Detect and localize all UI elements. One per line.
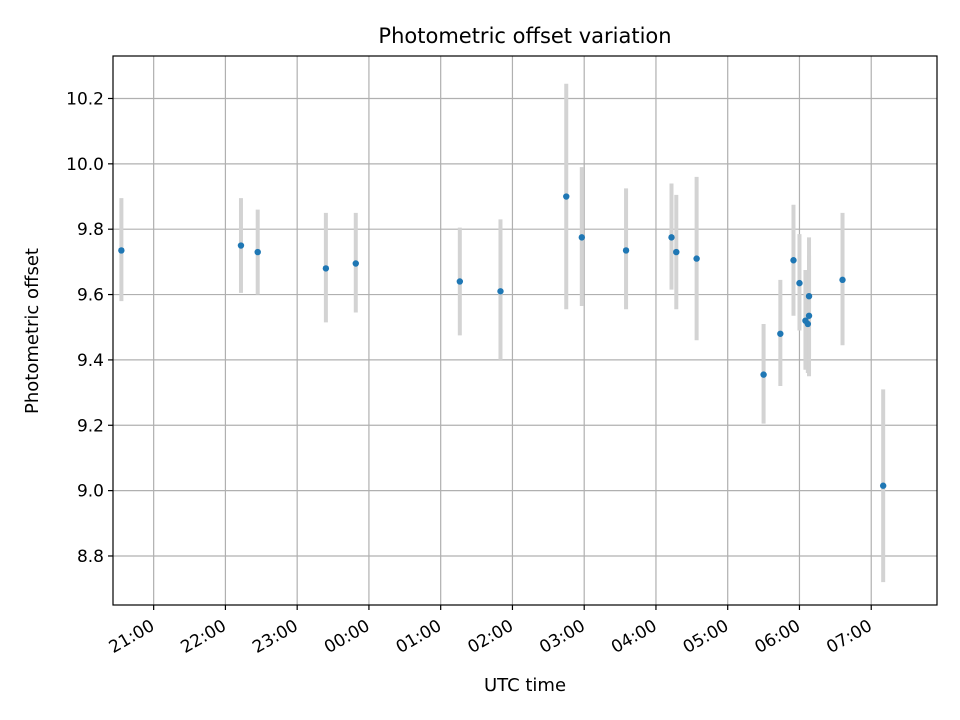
data-point [693, 255, 700, 262]
data-point [254, 248, 261, 256]
y-tick-label: 9.6 [77, 286, 104, 306]
data-point [563, 193, 570, 200]
y-tick-label: 9.0 [77, 482, 104, 502]
chart-title: Photometric offset variation [378, 24, 671, 48]
data-point [578, 234, 586, 241]
grid [113, 56, 937, 605]
y-tick-label: 10.0 [66, 155, 104, 175]
data-point [352, 260, 359, 267]
data-point [805, 292, 813, 300]
data-point [322, 265, 330, 272]
data-points [118, 193, 887, 489]
y-tick-label: 9.4 [77, 351, 104, 371]
y-axis: 8.8 9.0 9.2 9.4 9.6 9.8 10.0 10.2 [66, 89, 113, 567]
data-point [237, 242, 245, 249]
data-point [777, 330, 784, 337]
data-point [118, 247, 125, 254]
y-tick-label: 9.2 [77, 416, 104, 436]
data-point [790, 257, 797, 264]
x-axis-label: UTC time [484, 675, 566, 696]
data-point [879, 482, 887, 489]
data-point [804, 320, 812, 328]
data-point [456, 278, 464, 285]
data-point [668, 234, 675, 241]
data-point [796, 279, 803, 287]
data-point [839, 276, 846, 284]
plot-frame [112, 55, 938, 606]
data-point [673, 248, 680, 256]
y-axis-label: Photometric offset [22, 248, 43, 414]
data-point [760, 371, 767, 378]
data-point [805, 312, 813, 319]
y-tick-label: 10.2 [66, 89, 104, 109]
data-point [497, 288, 504, 295]
data-point [622, 247, 630, 254]
y-tick-label: 9.8 [77, 220, 104, 240]
y-tick-label: 8.8 [77, 547, 104, 567]
